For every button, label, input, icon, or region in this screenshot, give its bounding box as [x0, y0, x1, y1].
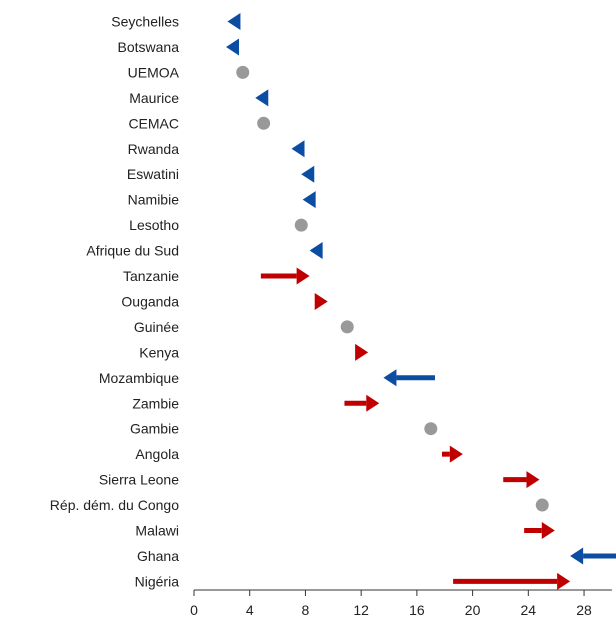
category-label-botswana: Botswana — [118, 39, 180, 55]
arrow-mozambique — [383, 369, 435, 387]
marker-gambie — [424, 422, 438, 436]
category-label-tanzanie: Tanzanie — [123, 268, 179, 284]
arrow-head — [301, 165, 315, 183]
x-axis: 0 4 8 12 16 20 24 28 — [190, 589, 612, 618]
category-label-kenya: Kenya — [139, 344, 179, 360]
x-tick-label: 28 — [576, 602, 592, 618]
arrow-ouganda — [314, 292, 328, 310]
arrow-eswatini — [301, 165, 315, 183]
arrow-head — [314, 292, 328, 310]
arrow-rwanda — [291, 140, 305, 158]
arrow-botswana — [226, 38, 240, 56]
arrow-malawi — [524, 522, 555, 539]
marker-uemoa — [236, 65, 250, 79]
arrow-seychelles — [227, 13, 241, 30]
arrow-head — [557, 572, 571, 590]
arrow-nigeria — [453, 572, 571, 590]
x-tick-label: 4 — [246, 602, 254, 618]
x-tick-label: 0 — [190, 602, 198, 618]
arrow-tanzanie — [260, 267, 310, 285]
category-label-uemoa: UEMOA — [128, 64, 180, 80]
category-label-ouganda: Ouganda — [121, 293, 179, 309]
category-label-ghana: Ghana — [137, 548, 179, 564]
category-label-nigeria: Nigéria — [135, 573, 180, 589]
arrow-head — [291, 140, 305, 158]
category-label-malawi: Malawi — [135, 523, 179, 539]
arrow-afrique-du-sud — [309, 242, 323, 260]
category-label-seychelles: Seychelles — [111, 14, 179, 30]
category-label-sierra-leone: Sierra Leone — [99, 472, 179, 488]
arrow-maurice — [255, 89, 269, 107]
category-label-zambie: Zambie — [132, 395, 179, 411]
x-tick-label: 8 — [302, 602, 310, 618]
category-label-cemac: CEMAC — [128, 115, 179, 131]
arrow-head — [309, 242, 323, 260]
arrow-ghana — [570, 547, 616, 565]
arrow-head — [227, 13, 241, 30]
x-tick-label: 24 — [521, 602, 537, 618]
arrow-kenya — [355, 343, 369, 361]
x-tick-label: 16 — [409, 602, 425, 618]
category-label-eswatini: Eswatini — [127, 166, 179, 182]
x-tick-label: 12 — [353, 602, 369, 618]
arrow-angola — [441, 445, 463, 463]
category-label-rwanda: Rwanda — [128, 141, 180, 157]
category-label-namibie: Namibie — [128, 192, 180, 208]
arrow-head — [296, 267, 310, 285]
category-label-guinee: Guinée — [134, 319, 179, 335]
marker-lesotho — [294, 218, 308, 232]
arrow-namibie — [302, 191, 316, 209]
arrow-head — [541, 522, 555, 539]
arrow-head — [449, 445, 463, 463]
arrow-head — [255, 89, 269, 107]
category-label-afrique-du-sud: Afrique du Sud — [86, 243, 179, 259]
arrow-head — [302, 191, 316, 209]
arrow-sierra-leone — [503, 471, 540, 489]
arrow-head — [366, 394, 380, 412]
category-label-gambie: Gambie — [130, 421, 179, 437]
category-label-rep-dem-du-congo: Rép. dém. du Congo — [50, 497, 179, 513]
category-label-maurice: Maurice — [129, 90, 179, 106]
marker-guinee — [340, 320, 354, 334]
marker-cemac — [257, 116, 271, 130]
arrow-head — [570, 547, 584, 565]
marker-rep-dem-du-congo — [535, 498, 549, 512]
arrow-head — [526, 471, 540, 489]
category-labels: Seychelles Botswana UEMOA Maurice CEMAC Rwand… — [50, 14, 180, 590]
category-label-angola: Angola — [135, 446, 179, 462]
arrow-head — [383, 369, 397, 387]
plot-area — [226, 13, 616, 590]
category-label-lesotho: Lesotho — [129, 217, 179, 233]
arrow-head — [355, 343, 369, 361]
arrow-head — [226, 38, 240, 56]
category-label-mozambique: Mozambique — [99, 370, 179, 386]
arrow-zambie — [344, 394, 380, 412]
x-tick-label: 20 — [465, 602, 481, 618]
